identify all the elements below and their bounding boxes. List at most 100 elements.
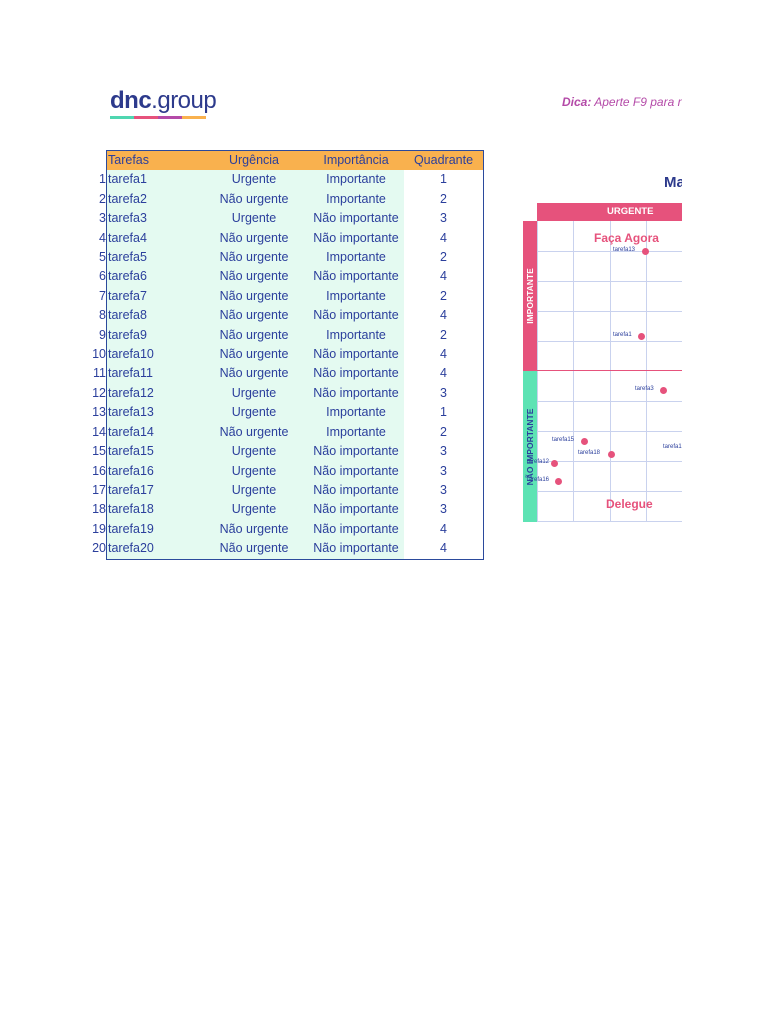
quadrant-cell[interactable]: 2: [404, 286, 484, 307]
row-number: 15: [92, 444, 106, 459]
task-name-cell[interactable]: tarefa16: [106, 461, 200, 481]
dnc-group-logo: dnc.group: [110, 88, 217, 119]
task-name-cell[interactable]: tarefa12: [106, 383, 200, 404]
task-name-cell[interactable]: tarefa10: [106, 345, 200, 365]
quadrant-cell[interactable]: 4: [404, 306, 484, 326]
urgency-cell[interactable]: Urgente: [200, 500, 308, 520]
importance-cell[interactable]: Não importante: [308, 267, 404, 287]
quadrant-cell[interactable]: 4: [404, 519, 484, 540]
importance-cell[interactable]: Não importante: [308, 209, 404, 229]
importance-cell[interactable]: Não importante: [308, 306, 404, 326]
urgency-cell[interactable]: Não urgente: [200, 267, 308, 287]
urgency-cell[interactable]: Urgente: [200, 461, 308, 481]
importance-cell[interactable]: Não importante: [308, 500, 404, 520]
point-label: tarefa15: [552, 437, 575, 443]
task-name-cell[interactable]: tarefa15: [106, 442, 200, 462]
urgency-cell[interactable]: Não urgente: [200, 286, 308, 307]
importance-cell[interactable]: Importante: [308, 422, 404, 443]
importance-cell[interactable]: Importante: [308, 286, 404, 307]
row-number: 1: [99, 172, 106, 187]
task-name-cell[interactable]: tarefa20: [106, 539, 200, 560]
urgency-cell[interactable]: Não urgente: [200, 345, 308, 365]
importance-cell[interactable]: Não importante: [308, 442, 404, 462]
task-name-cell[interactable]: tarefa17: [106, 480, 200, 501]
task-name-cell[interactable]: tarefa18: [106, 500, 200, 520]
task-name-cell[interactable]: tarefa1: [106, 170, 200, 190]
quadrant-cell[interactable]: 2: [404, 248, 484, 268]
quadrant-cell[interactable]: 4: [404, 228, 484, 249]
quadrant-cell[interactable]: 4: [404, 539, 484, 560]
task-name-cell[interactable]: tarefa13: [106, 403, 200, 423]
urgency-cell[interactable]: Urgente: [200, 170, 308, 190]
quadrant-cell[interactable]: 4: [404, 267, 484, 287]
quadrant-cell[interactable]: 3: [404, 442, 484, 462]
quadrant-divider: [537, 370, 682, 371]
quadrant-cell[interactable]: 1: [404, 170, 484, 190]
quadrant-cell[interactable]: 3: [404, 383, 484, 404]
urgency-cell[interactable]: Urgente: [200, 442, 308, 462]
urgency-cell[interactable]: Não urgente: [200, 248, 308, 268]
quadrant-cell[interactable]: 4: [404, 364, 484, 384]
task-name-cell[interactable]: tarefa5: [106, 248, 200, 268]
importance-cell[interactable]: Importante: [308, 170, 404, 190]
importance-cell[interactable]: Importante: [308, 403, 404, 423]
task-name-cell[interactable]: tarefa6: [106, 267, 200, 287]
task-name-cell[interactable]: tarefa8: [106, 306, 200, 326]
importance-cell[interactable]: Não importante: [308, 539, 404, 560]
task-name-cell[interactable]: tarefa11: [106, 364, 200, 384]
task-name-cell[interactable]: tarefa9: [106, 325, 200, 346]
gridline: [537, 431, 682, 432]
task-name-cell[interactable]: tarefa19: [106, 519, 200, 540]
header-urgencia[interactable]: Urgência: [200, 150, 308, 171]
table-row: 5 tarefa5 Não urgente Importante 2: [88, 248, 484, 268]
urgency-cell[interactable]: Urgente: [200, 383, 308, 404]
importance-cell[interactable]: Não importante: [308, 345, 404, 365]
eisenhower-matrix: Ma URGENTE IMPORTANTE NÃO IMPORTANTE Faç…: [520, 170, 682, 530]
point-label: tarefa13: [613, 247, 636, 253]
quadrant-cell[interactable]: 3: [404, 480, 484, 501]
quadrant-cell[interactable]: 3: [404, 209, 484, 229]
table-row: 16 tarefa16 Urgente Não importante 3: [88, 461, 484, 481]
quadrant-cell[interactable]: 2: [404, 189, 484, 210]
importance-cell[interactable]: Não importante: [308, 480, 404, 501]
quadrant-cell[interactable]: 3: [404, 500, 484, 520]
quadrant-cell[interactable]: 2: [404, 422, 484, 443]
importance-cell[interactable]: Não importante: [308, 228, 404, 249]
urgency-cell[interactable]: Urgente: [200, 209, 308, 229]
q3-label: Delegue: [606, 497, 653, 511]
urgency-cell[interactable]: Não urgente: [200, 189, 308, 210]
point-tarefa12: [551, 460, 558, 467]
urgency-cell[interactable]: Não urgente: [200, 422, 308, 443]
urgency-cell[interactable]: Não urgente: [200, 539, 308, 560]
header-importancia[interactable]: Importância: [308, 150, 404, 171]
tip-text: Dica: Aperte F9 para r: [562, 95, 682, 109]
task-name-cell[interactable]: tarefa2: [106, 189, 200, 210]
task-name-cell[interactable]: tarefa14: [106, 422, 200, 443]
importance-cell[interactable]: Não importante: [308, 364, 404, 384]
importance-cell[interactable]: Importante: [308, 189, 404, 210]
header-tarefas[interactable]: Tarefas: [106, 150, 200, 171]
urgency-cell[interactable]: Urgente: [200, 480, 308, 501]
task-name-cell[interactable]: tarefa3: [106, 209, 200, 229]
urgency-cell[interactable]: Urgente: [200, 403, 308, 423]
importance-cell[interactable]: Não importante: [308, 519, 404, 540]
urgency-cell[interactable]: Não urgente: [200, 228, 308, 249]
point-label: tarefa12: [527, 459, 550, 465]
task-name-cell[interactable]: tarefa4: [106, 228, 200, 249]
matrix-title: Ma: [664, 174, 682, 191]
task-name-cell[interactable]: tarefa7: [106, 286, 200, 307]
row-number: 12: [92, 385, 106, 400]
quadrant-cell[interactable]: 2: [404, 325, 484, 346]
importance-cell[interactable]: Importante: [308, 248, 404, 268]
urgency-cell[interactable]: Não urgente: [200, 364, 308, 384]
quadrant-cell[interactable]: 1: [404, 403, 484, 423]
importance-cell[interactable]: Importante: [308, 325, 404, 346]
urgency-cell[interactable]: Não urgente: [200, 325, 308, 346]
urgency-cell[interactable]: Não urgente: [200, 519, 308, 540]
quadrant-cell[interactable]: 3: [404, 461, 484, 481]
quadrant-cell[interactable]: 4: [404, 345, 484, 365]
urgency-cell[interactable]: Não urgente: [200, 306, 308, 326]
importance-cell[interactable]: Não importante: [308, 461, 404, 481]
importance-cell[interactable]: Não importante: [308, 383, 404, 404]
header-quadrante[interactable]: Quadrante: [404, 150, 484, 171]
